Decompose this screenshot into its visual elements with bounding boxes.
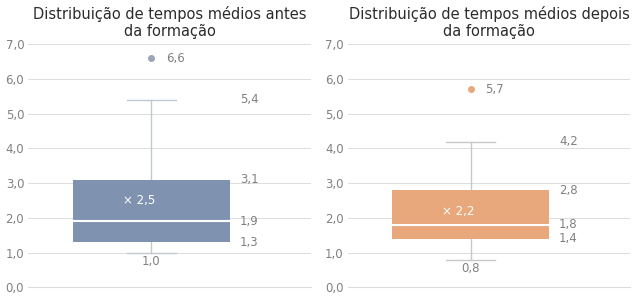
Bar <box>73 180 230 242</box>
Text: 3,1: 3,1 <box>240 173 258 186</box>
Text: 1,4: 1,4 <box>559 232 578 245</box>
Text: 6,6: 6,6 <box>166 52 185 65</box>
Text: × 2,5: × 2,5 <box>123 194 155 207</box>
Text: 1,0: 1,0 <box>142 256 160 268</box>
Text: 2,8: 2,8 <box>559 184 577 197</box>
Text: 5,7: 5,7 <box>485 83 504 96</box>
Title: Distribuição de tempos médios antes
da formação: Distribuição de tempos médios antes da f… <box>33 5 307 39</box>
Bar <box>392 190 550 239</box>
Text: 0,8: 0,8 <box>461 262 480 275</box>
Text: 5,4: 5,4 <box>240 93 258 106</box>
Text: 4,2: 4,2 <box>559 135 578 148</box>
Text: × 2,2: × 2,2 <box>442 204 474 218</box>
Text: 1,9: 1,9 <box>240 215 258 228</box>
Text: 1,3: 1,3 <box>240 236 258 249</box>
Title: Distribuição de tempos médios depois
da formação: Distribuição de tempos médios depois da … <box>349 5 630 39</box>
Text: 1,8: 1,8 <box>559 219 577 231</box>
